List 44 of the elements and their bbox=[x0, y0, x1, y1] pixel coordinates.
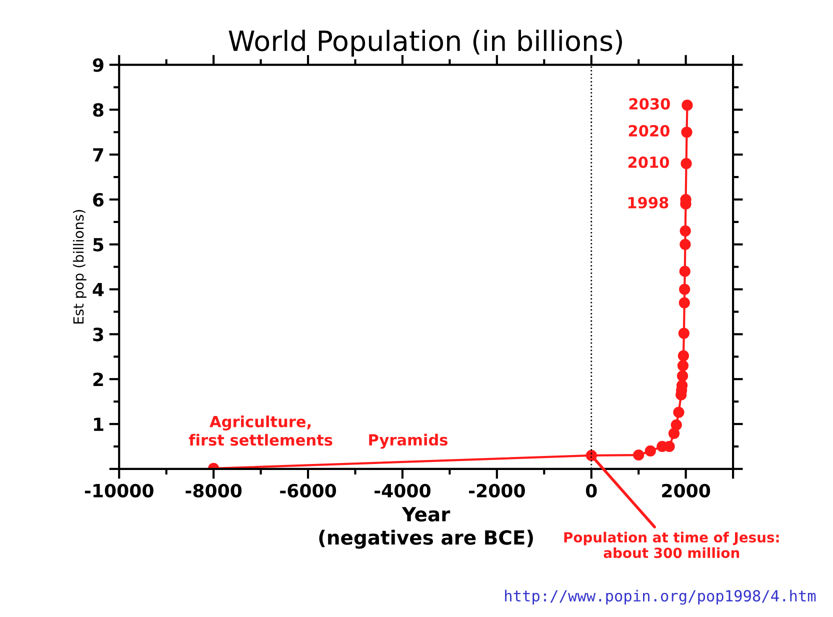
y-tick-label: 4 bbox=[92, 283, 104, 296]
annotation: Pyramids bbox=[369, 434, 448, 449]
point bbox=[670, 419, 682, 430]
y-tick-label: 1 bbox=[94, 418, 104, 431]
point bbox=[678, 297, 690, 308]
y-tick-label: 3 bbox=[93, 328, 104, 342]
y-tick-label: 8 bbox=[93, 103, 104, 117]
x-tick-label: 2000 bbox=[662, 484, 710, 498]
annotation: 2030 bbox=[629, 98, 670, 110]
y-axis-title: Est pop (billions) bbox=[72, 210, 86, 324]
point bbox=[680, 158, 692, 170]
x-tick-label: -2000 bbox=[469, 484, 525, 498]
x-tick-label: -6000 bbox=[280, 484, 336, 498]
point bbox=[678, 350, 690, 362]
annotation: 2010 bbox=[628, 156, 670, 168]
point bbox=[676, 370, 688, 382]
point bbox=[681, 126, 692, 138]
y-tick-label: 6 bbox=[93, 192, 104, 207]
text: http://www.popin.org/pop1998/4.htm bbox=[505, 590, 816, 605]
y-tick-label: 5 bbox=[93, 238, 104, 252]
chart-title: World Population (in billions) bbox=[228, 30, 622, 57]
point bbox=[680, 238, 691, 250]
point bbox=[682, 100, 693, 111]
point bbox=[678, 328, 690, 339]
annotation: Population at time of Jesus: about 300 million bbox=[564, 532, 779, 558]
x-axis-title: Year (negatives are BCE) bbox=[319, 507, 533, 549]
point bbox=[677, 360, 689, 372]
y-tick-label: 7 bbox=[93, 148, 104, 162]
point bbox=[673, 406, 684, 418]
point bbox=[680, 225, 691, 236]
x-tick-label: 0 bbox=[586, 484, 597, 498]
point bbox=[644, 445, 656, 457]
y-tick-label: 2 bbox=[93, 372, 103, 386]
point bbox=[668, 428, 680, 439]
point bbox=[633, 449, 644, 461]
y-tick-label: 9 bbox=[92, 58, 104, 72]
point bbox=[679, 284, 690, 295]
x-tick-label: -8000 bbox=[186, 484, 242, 498]
point bbox=[679, 266, 690, 277]
annotation: 1998 bbox=[628, 196, 668, 208]
annotation: 2020 bbox=[628, 125, 670, 137]
x-tick-label: -4000 bbox=[374, 484, 430, 498]
annotation: Agriculture, first settlements bbox=[188, 416, 332, 446]
x-tick-label: -10000 bbox=[84, 484, 154, 498]
